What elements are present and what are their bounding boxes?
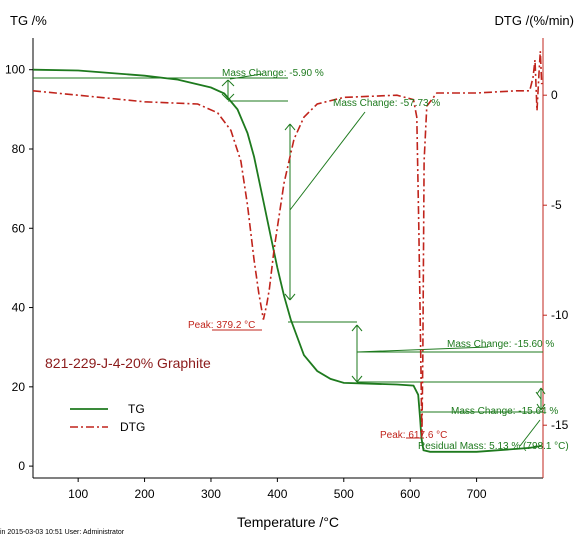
left-tick-label: 80 [12, 142, 26, 156]
left-tick-label: 20 [12, 380, 26, 394]
legend-dtg-label: DTG [120, 420, 145, 434]
x-tick-label: 100 [68, 487, 88, 501]
annotation-mass-change-1: Mass Change: -5.90 % [222, 68, 324, 79]
x-tick-label: 200 [135, 487, 155, 501]
right-tick-label: -10 [551, 308, 569, 322]
left-tick-label: 40 [12, 301, 26, 315]
annotation-peak-1: Peak: 379.2 °C [188, 320, 255, 331]
left-axis-title: TG /% [10, 13, 47, 28]
footer-info: in 2015-03-03 10:51 User: Administrator [0, 529, 125, 536]
annotation-mass-change-2: Mass Change: -57.73 % [333, 98, 440, 109]
legend-tg-label: TG [128, 402, 145, 416]
left-tick-label: 60 [12, 221, 26, 235]
right-axis-title: DTG /(%/min) [495, 13, 574, 28]
x-tick-label: 700 [467, 487, 487, 501]
series-tg-line [32, 68, 542, 453]
x-tick-label: 300 [201, 487, 221, 501]
annotation-peak-2: Peak: 617.6 °C [380, 430, 447, 441]
mass-change-guides [33, 73, 546, 447]
left-tick-label: 0 [18, 459, 25, 473]
right-tick-label: 0 [551, 88, 558, 102]
right-tick-label: -15 [551, 418, 569, 432]
x-tick-label: 500 [334, 487, 354, 501]
left-tick-label: 100 [5, 63, 25, 77]
x-axis-title: Temperature /°C [237, 514, 339, 530]
sample-label: 821-229-J-4-20% Graphite [45, 355, 211, 371]
x-tick-label: 400 [267, 487, 287, 501]
legend: TG DTG [70, 402, 145, 434]
x-tick-label: 600 [400, 487, 420, 501]
right-tick-label: -5 [551, 198, 562, 212]
annotation-mass-change-4: Mass Change: -15.64 % [451, 406, 558, 417]
annotation-mass-change-3: Mass Change: -15.60 % [447, 339, 554, 350]
annotation-residual-mass: Residual Mass: 5.13 % (798.1 °C) [418, 441, 569, 452]
series-dtg-line [32, 51, 543, 437]
